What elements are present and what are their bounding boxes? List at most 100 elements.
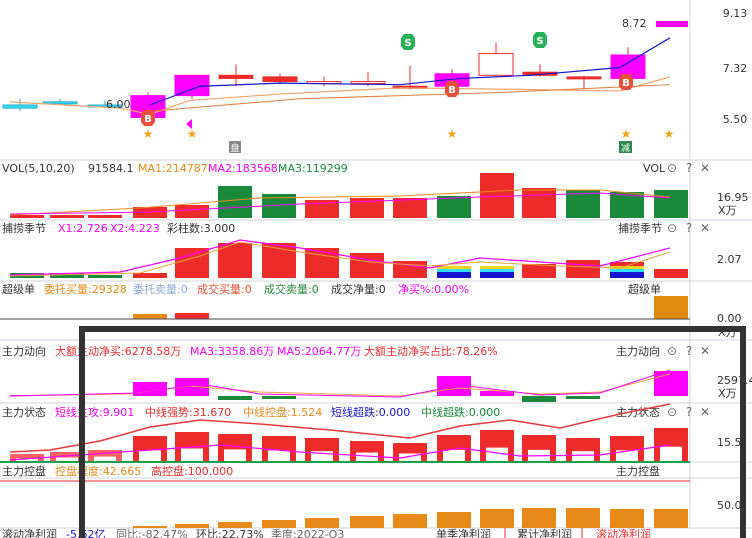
flag-icon: [186, 119, 192, 129]
superlevel-title: 超级单: [2, 282, 35, 296]
settings-icon[interactable]: ⊙: [667, 221, 677, 235]
vol-ma2: MA2:183568: [208, 162, 278, 175]
control-bar: [480, 509, 514, 528]
help-icon[interactable]: ?: [686, 344, 692, 358]
footer-tab1: 单季净利润: [436, 527, 491, 538]
tag-label: 盘: [230, 142, 239, 154]
season-bar: [218, 243, 252, 278]
footer-value: -5.62亿: [66, 528, 105, 538]
mainstate-inner: [56, 457, 78, 462]
mainstate-inner: [616, 450, 638, 462]
close-icon[interactable]: ✕: [700, 344, 710, 358]
sell-marker-text: S: [404, 38, 411, 49]
help-icon[interactable]: ?: [686, 405, 692, 419]
close-icon[interactable]: ✕: [700, 161, 710, 175]
vol-bar: [437, 196, 471, 218]
buy-marker-text: B: [448, 85, 456, 96]
footer-tab3: 滚动净利润: [596, 527, 651, 538]
season-bars: 彩柱数:3.000: [167, 221, 235, 235]
mainmove-ratio: 大额主动净买占比:78.26%: [364, 344, 498, 358]
mainmove-bar: [133, 382, 167, 396]
vol-bar: [175, 205, 209, 218]
close-icon[interactable]: ✕: [700, 405, 710, 419]
sell-marker-text: S: [536, 36, 543, 47]
mainstate-inner: [486, 447, 508, 462]
vol-right-tick: 16.95: [717, 191, 749, 204]
control-bar: [437, 512, 471, 528]
season-bar: [654, 269, 688, 278]
control-bar: [262, 520, 296, 528]
vol-bar: [305, 200, 339, 218]
control-bar: [133, 526, 167, 528]
vol-bar: [480, 173, 514, 218]
footer-bg: [0, 529, 752, 538]
mainstate-inner: [16, 458, 38, 462]
settings-icon[interactable]: ⊙: [667, 161, 677, 175]
mainstate-inner: [572, 451, 594, 462]
superlevel-entrust-buy: 委托买量:29328: [44, 282, 127, 296]
mainmove-bar: [566, 396, 600, 399]
control-bar: [522, 508, 556, 528]
season-bar-band: [610, 272, 644, 278]
season-x1-line: [9, 239, 671, 276]
mainstate-inner: [139, 450, 161, 462]
candle-body: [262, 76, 298, 83]
mainstate-inner: [94, 456, 116, 462]
settings-icon[interactable]: ⊙: [667, 405, 677, 419]
vol-bar: [610, 192, 644, 218]
control-bar: [175, 524, 209, 528]
mainstate-mid-strong: 中线强势:31.670: [145, 405, 231, 419]
price-tick-top: 9.13: [723, 7, 748, 20]
tag-label: 减: [621, 142, 630, 154]
vol-bar: [393, 198, 427, 218]
superlevel-deal-sell: 成交卖量:0: [264, 282, 319, 296]
help-icon[interactable]: ?: [686, 221, 692, 235]
mainstate-bar: [50, 452, 84, 462]
mainstate-bar: [10, 454, 44, 462]
mainstate-inner: [224, 449, 246, 462]
ma-line-blue: [149, 37, 671, 106]
season-bar: [522, 264, 556, 278]
mainstate-inner: [443, 449, 465, 462]
candle-body: [218, 74, 254, 79]
mainstate-inner: [399, 453, 421, 462]
mainmove-title: 主力动向: [2, 344, 46, 358]
control-bar: [610, 509, 644, 528]
mainmove-bar: [480, 391, 514, 396]
superlevel-deal-buy: 成交买量:0: [197, 282, 252, 296]
candle-body: [522, 71, 558, 76]
season-bar-band: [437, 269, 471, 272]
tag-box: [229, 141, 241, 153]
price-tick-low: 5.50: [723, 113, 748, 126]
vol-bar: [10, 215, 44, 218]
season-title: 捕捞季节: [2, 221, 46, 235]
last-price-label: 8.72: [622, 17, 647, 30]
mainstate-inner: [181, 448, 203, 462]
mainstate-short-attack: 短线主攻:9.901: [55, 405, 134, 419]
footer-yoy: 同比:-82.47%: [116, 528, 188, 538]
superlevel-bar: [175, 313, 209, 319]
season-right-name: 捕捞季节: [618, 221, 662, 235]
mainmove-ma5: MA5:2064.77万: [277, 345, 361, 358]
season-bar: [50, 273, 84, 278]
superlevel-entrust-sell: 委托卖量:0: [133, 282, 188, 296]
season-bar-band: [480, 266, 514, 269]
settings-icon[interactable]: ⊙: [667, 344, 677, 358]
season-bar: [133, 273, 167, 278]
footer-title: 滚动净利润: [2, 527, 57, 538]
season-x2-line: [9, 241, 671, 277]
candle-body: [42, 101, 78, 105]
superlevel-bar: [654, 296, 688, 319]
vol-bar: [218, 186, 252, 218]
season-bar-band: [437, 266, 471, 269]
vol-ma1-line: [9, 189, 671, 216]
mainmove-ma-line: [9, 369, 671, 398]
season-x1: X1:2.726: [58, 222, 108, 235]
superlevel-deal-net: 成交净量:0: [331, 282, 386, 296]
season-right-tick: 2.07: [717, 253, 742, 266]
help-icon[interactable]: ?: [686, 161, 692, 175]
close-icon[interactable]: ✕: [700, 221, 710, 235]
season-bar-band: [480, 269, 514, 272]
mainmove-unit: X万: [718, 387, 737, 400]
vol-bar: [88, 215, 122, 218]
